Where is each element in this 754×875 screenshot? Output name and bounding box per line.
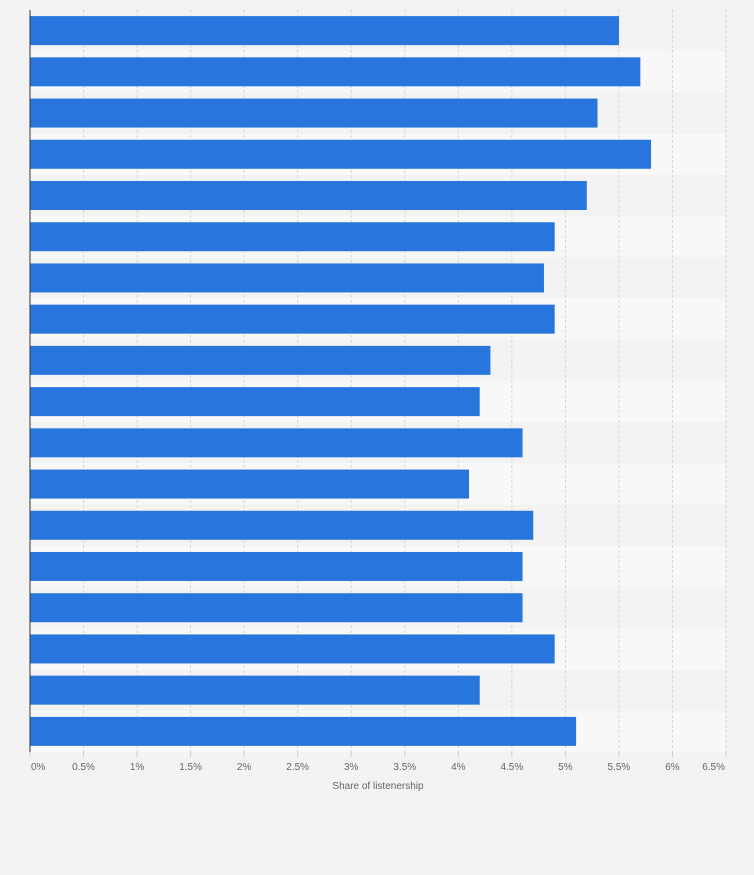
- bar[interactable]: [30, 139, 652, 169]
- x-tick-label: 1.5%: [179, 762, 202, 773]
- x-tick-label: 2%: [237, 762, 252, 773]
- bar[interactable]: [30, 428, 523, 458]
- bar[interactable]: [30, 634, 555, 664]
- bar[interactable]: [30, 510, 534, 540]
- x-tick-label: 5%: [558, 762, 573, 773]
- bar[interactable]: [30, 16, 619, 46]
- bar[interactable]: [30, 387, 480, 417]
- bar[interactable]: [30, 181, 587, 210]
- x-tick-label: 3%: [344, 762, 359, 773]
- x-tick-label: 0%: [31, 762, 46, 773]
- x-axis-title: Share of listenership: [332, 781, 424, 792]
- x-tick-label: 5.5%: [608, 762, 631, 773]
- x-axis-ticks: 0% 0.5% 1% 1.5% 2% 2.5% 3% 3.5% 4% 4.5% 5% 5.5% 6% 6.…: [29, 752, 727, 773]
- x-tick-label: 0.5%: [72, 762, 95, 773]
- x-tick-label: 2.5%: [286, 762, 309, 773]
- bar[interactable]: [30, 593, 523, 623]
- bars: [30, 16, 652, 746]
- gridlines: [83, 10, 727, 752]
- bar[interactable]: [30, 675, 480, 705]
- x-tick-label: 6.5%: [702, 762, 725, 773]
- x-tick-label: 4%: [451, 762, 466, 773]
- bar[interactable]: [30, 552, 523, 581]
- x-tick-label: 3.5%: [393, 762, 416, 773]
- bar[interactable]: [30, 98, 598, 128]
- bar[interactable]: [30, 304, 555, 334]
- bar[interactable]: [30, 345, 491, 375]
- bar[interactable]: [30, 57, 641, 87]
- x-tick-label: 4.5%: [500, 762, 523, 773]
- bar[interactable]: [30, 469, 470, 499]
- bar[interactable]: [30, 263, 544, 293]
- bar[interactable]: [30, 222, 555, 252]
- x-tick-label: 1%: [130, 762, 145, 773]
- bar[interactable]: [30, 716, 577, 746]
- x-tick-label: 6%: [665, 762, 680, 773]
